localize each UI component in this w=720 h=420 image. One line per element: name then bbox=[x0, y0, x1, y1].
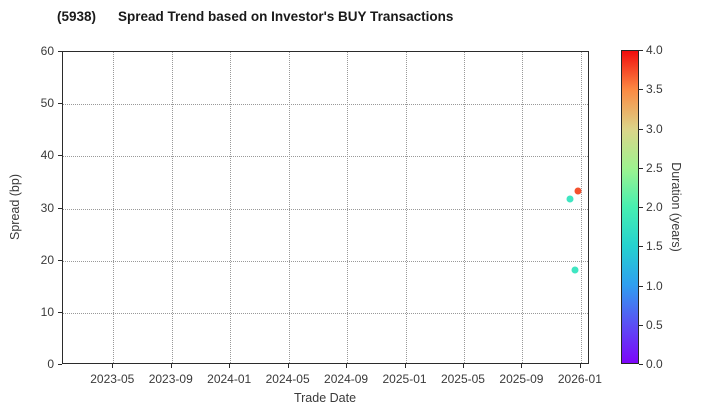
x-tick-mark bbox=[404, 364, 406, 368]
chart-title: (5938) Spread Trend based on Investor's B… bbox=[57, 9, 453, 24]
chart-title-ticker: (5938) bbox=[57, 9, 97, 24]
colorbar-tick-label: 4.0 bbox=[646, 43, 663, 57]
colorbar-tick-label: 0.0 bbox=[646, 357, 663, 371]
x-tick-label: 2025-05 bbox=[440, 372, 485, 386]
x-tick-label: 2025-09 bbox=[499, 372, 544, 386]
x-tick-label: 2023-09 bbox=[148, 372, 193, 386]
x-tick-mark bbox=[112, 364, 114, 368]
plot-area bbox=[62, 51, 589, 364]
x-tick-mark bbox=[287, 364, 289, 368]
x-tick-label: 2024-09 bbox=[324, 372, 369, 386]
colorbar-tick-label: 3.0 bbox=[646, 121, 663, 136]
x-gridline bbox=[463, 52, 465, 363]
colorbar-tick-mark bbox=[639, 128, 643, 130]
y-tick-mark bbox=[58, 103, 62, 105]
x-gridline bbox=[171, 52, 173, 363]
colorbar-tick-label: 3.5 bbox=[646, 82, 663, 97]
data-point bbox=[571, 266, 579, 274]
colorbar-tick-mark bbox=[639, 167, 643, 169]
x-gridline bbox=[522, 52, 524, 363]
y-gridline bbox=[63, 104, 588, 106]
y-tick-mark bbox=[58, 51, 62, 52]
x-tick-label: 2023-05 bbox=[90, 372, 135, 386]
colorbar-tick-label: 1.0 bbox=[646, 278, 663, 293]
y-tick-label: 30 bbox=[40, 200, 54, 215]
x-tick-label: 2024-01 bbox=[207, 372, 252, 386]
y-tick-label: 10 bbox=[40, 304, 54, 319]
y-axis-label: Spread (bp) bbox=[8, 173, 22, 241]
colorbar-tick-mark bbox=[639, 324, 643, 326]
y-tick-mark bbox=[58, 259, 62, 261]
x-gridline bbox=[347, 52, 349, 363]
x-tick-label: 2024-05 bbox=[265, 372, 310, 386]
colorbar bbox=[621, 50, 639, 364]
x-tick-mark bbox=[521, 364, 523, 368]
x-gridline bbox=[405, 52, 407, 363]
colorbar-tick-mark bbox=[639, 50, 643, 51]
x-gridline bbox=[288, 52, 290, 363]
x-tick-mark bbox=[170, 364, 172, 368]
y-tick-mark bbox=[58, 364, 62, 365]
x-gridline bbox=[113, 52, 115, 363]
colorbar-tick-mark bbox=[639, 285, 643, 287]
y-tick-mark bbox=[58, 207, 62, 209]
colorbar-tick-label: 2.0 bbox=[646, 200, 663, 214]
y-gridline bbox=[63, 156, 588, 158]
y-tick-mark bbox=[58, 155, 62, 157]
colorbar-label: Duration (years) bbox=[669, 162, 683, 252]
colorbar-tick-mark bbox=[639, 207, 643, 208]
y-tick-label: 0 bbox=[47, 357, 54, 371]
data-point bbox=[566, 195, 574, 203]
data-point bbox=[574, 187, 582, 195]
x-tick-label: 2026-01 bbox=[557, 372, 602, 386]
y-tick-label: 40 bbox=[40, 148, 54, 163]
x-axis-label: Trade Date bbox=[293, 391, 357, 405]
chart-title-text: Spread Trend based on Investor's BUY Tra… bbox=[118, 9, 454, 24]
x-tick-mark bbox=[229, 364, 231, 368]
colorbar-tick-label: 2.5 bbox=[646, 160, 663, 175]
x-tick-label: 2025-01 bbox=[382, 372, 427, 386]
y-gridline bbox=[63, 208, 588, 210]
y-gridline bbox=[63, 312, 588, 314]
y-tick-label: 60 bbox=[40, 44, 54, 58]
colorbar-tick-mark bbox=[639, 246, 643, 248]
y-tick-mark bbox=[58, 311, 62, 313]
colorbar-tick-mark bbox=[639, 89, 643, 91]
y-tick-label: 50 bbox=[40, 96, 54, 111]
x-tick-mark bbox=[462, 364, 464, 368]
x-gridline bbox=[230, 52, 232, 363]
x-tick-mark bbox=[346, 364, 348, 368]
x-tick-mark bbox=[579, 364, 581, 368]
colorbar-tick-label: 0.5 bbox=[646, 317, 663, 332]
colorbar-tick-mark bbox=[639, 364, 643, 365]
x-gridline bbox=[580, 52, 582, 363]
y-gridline bbox=[63, 260, 588, 262]
colorbar-tick-label: 1.5 bbox=[646, 239, 663, 254]
y-tick-label: 20 bbox=[40, 252, 54, 267]
